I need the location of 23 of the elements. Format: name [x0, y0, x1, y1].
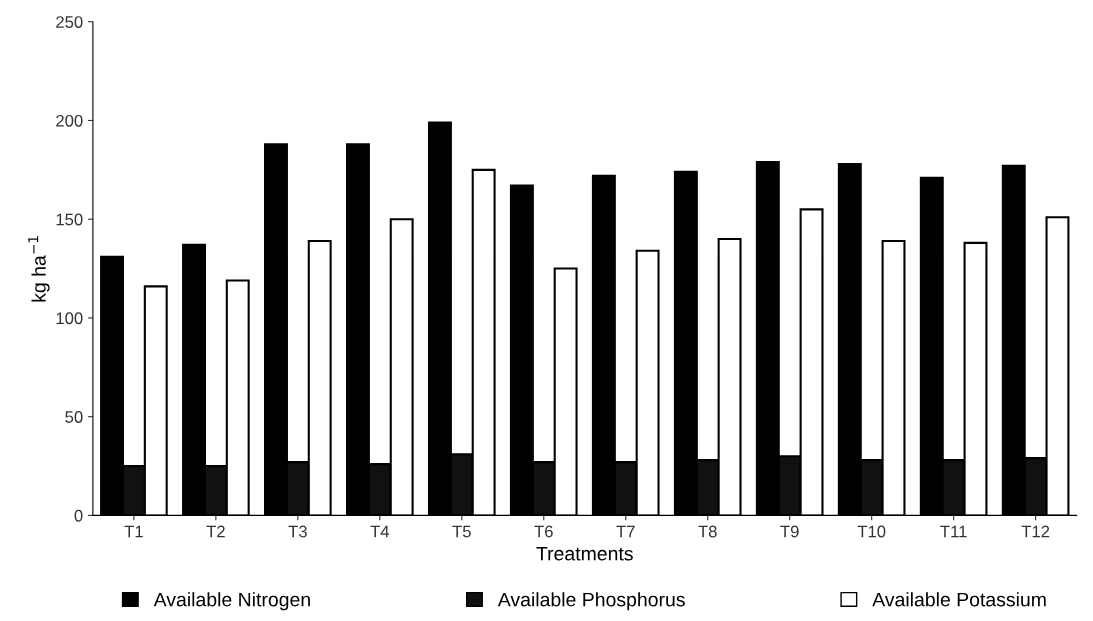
x-tick-label: T12 — [1021, 525, 1050, 538]
x-tick-label: T7 — [616, 525, 635, 538]
legend-label: Available Nitrogen — [153, 592, 310, 611]
x-tick-label: T10 — [857, 525, 886, 538]
x-tick-label: T4 — [370, 525, 390, 538]
y-axis-title: kg ha$^{−1}$ — [28, 236, 50, 302]
x-tick-label: T3 — [288, 525, 307, 538]
x-tick-label: T2 — [206, 525, 225, 538]
x-axis-title: Treatments — [536, 546, 633, 561]
x-tick-label: T5 — [452, 525, 471, 538]
y-tick-label: 100 — [56, 312, 83, 325]
x-tick-label: T11 — [940, 525, 967, 538]
x-tick-label: T6 — [534, 525, 553, 538]
x-tick-label: T9 — [780, 525, 799, 538]
y-tick-label: 150 — [56, 213, 83, 226]
legend-label: Available Potassium — [872, 592, 1046, 607]
x-tick-label: T8 — [698, 525, 717, 538]
y-tick-label: 200 — [56, 114, 83, 127]
y-tick-label: 0 — [74, 509, 83, 522]
legend-label: Available Phosphorus — [497, 592, 685, 611]
y-tick-label: 50 — [65, 411, 83, 423]
x-tick-label: T1 — [124, 525, 143, 538]
y-tick-label: 250 — [56, 16, 83, 28]
